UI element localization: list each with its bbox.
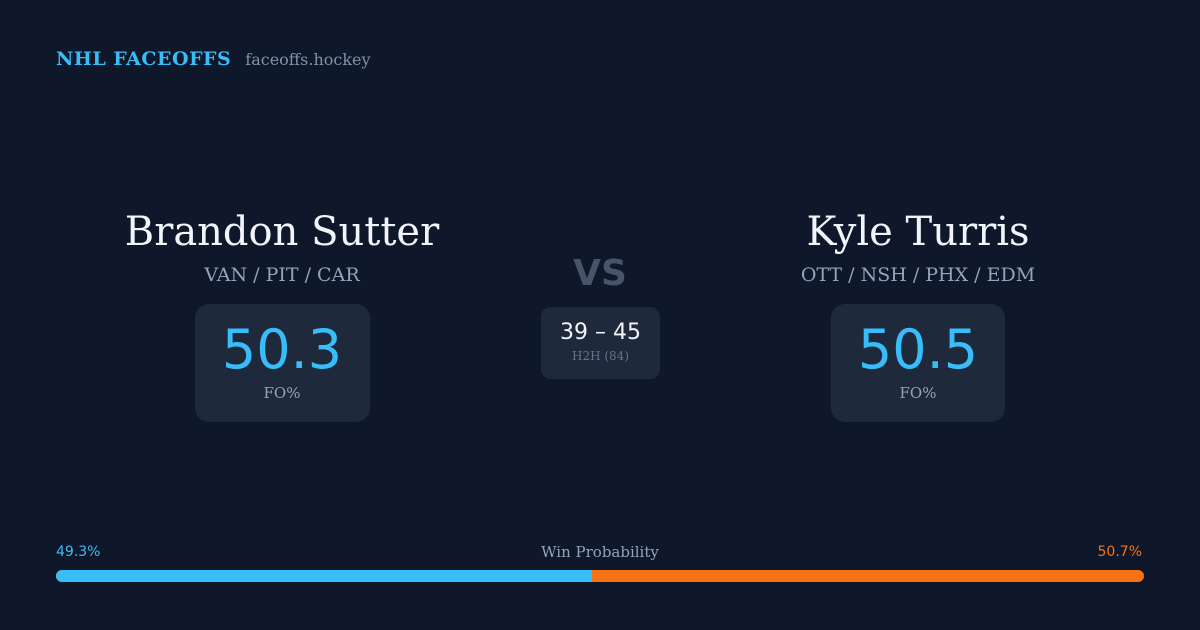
win-probability-fill bbox=[56, 570, 593, 582]
player-left: Brandon Sutter VAN / PIT / CAR 50.3 FO% bbox=[52, 206, 512, 422]
h2h-score: 39 – 45 bbox=[560, 320, 641, 345]
win-probability-title: Win Probability bbox=[541, 543, 659, 561]
player-right: Kyle Turris OTT / NSH / PHX / EDM 50.5 F… bbox=[688, 206, 1148, 422]
player-left-teams: VAN / PIT / CAR bbox=[204, 264, 360, 286]
brand-name: NHL FACEOFFS bbox=[56, 48, 232, 70]
player-right-fo-value: 50.5 bbox=[857, 318, 979, 381]
player-left-stat-card: 50.3 FO% bbox=[194, 304, 370, 422]
h2h-card: 39 – 45 H2H (84) bbox=[541, 307, 660, 379]
h2h-label: H2H (84) bbox=[571, 349, 629, 363]
player-left-fo-value: 50.3 bbox=[221, 318, 343, 381]
player-left-fo-label: FO% bbox=[263, 384, 301, 402]
win-probability-bar bbox=[56, 570, 1144, 582]
player-left-name: Brandon Sutter bbox=[124, 209, 440, 255]
win-probability-left: 49.3% bbox=[56, 544, 101, 560]
player-right-fo-label: FO% bbox=[899, 384, 937, 402]
player-right-name: Kyle Turris bbox=[806, 209, 1030, 255]
versus-label: VS bbox=[573, 253, 627, 294]
brand-header: NHL FACEOFFS faceoffs.hockey bbox=[56, 48, 371, 70]
brand-site: faceoffs.hockey bbox=[245, 50, 371, 69]
win-probability-right: 50.7% bbox=[1097, 544, 1142, 560]
player-right-teams: OTT / NSH / PHX / EDM bbox=[800, 264, 1036, 286]
player-right-stat-card: 50.5 FO% bbox=[831, 304, 1005, 422]
